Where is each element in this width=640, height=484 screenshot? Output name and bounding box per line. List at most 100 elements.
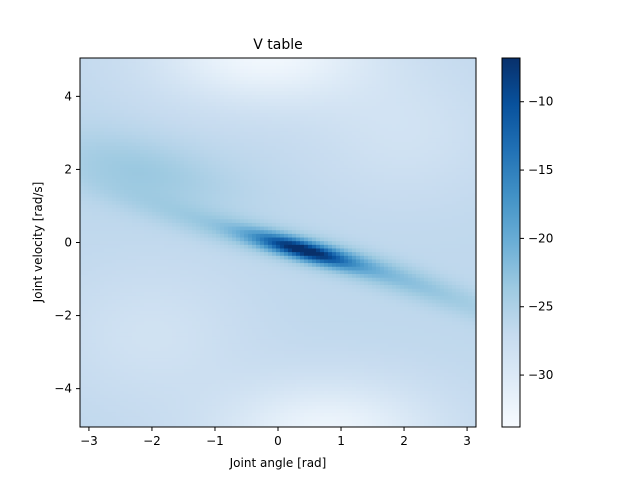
heatmap-cell: [236, 357, 241, 362]
heatmap-cell: [192, 353, 197, 359]
heatmap-cell: [112, 350, 117, 355]
heatmap-cell: [460, 328, 465, 333]
heatmap-cell: [136, 262, 141, 267]
heatmap-cell: [272, 368, 277, 373]
heatmap-cell: [396, 266, 401, 271]
heatmap-cell: [168, 295, 173, 300]
heatmap-cell: [156, 397, 161, 402]
heatmap-cell: [192, 247, 197, 253]
heatmap-cell: [436, 383, 441, 388]
heatmap-cell: [368, 350, 373, 355]
heatmap-cell: [156, 394, 161, 399]
heatmap-cell: [384, 379, 389, 384]
heatmap-cell: [104, 339, 109, 344]
heatmap-cell: [216, 368, 221, 373]
heatmap-cell: [448, 310, 453, 315]
heatmap-cell: [228, 299, 233, 304]
heatmap-cell: [408, 412, 413, 417]
heatmap-cell: [472, 412, 477, 417]
heatmap-cell: [228, 379, 233, 384]
heatmap-cell: [124, 269, 129, 275]
heatmap-cell: [224, 383, 229, 388]
heatmap-cell: [136, 288, 141, 293]
heatmap-cell: [100, 339, 105, 344]
heatmap-cell: [128, 368, 133, 373]
heatmap-cell: [80, 240, 85, 245]
heatmap-cell: [228, 302, 233, 307]
heatmap-cell: [468, 342, 473, 348]
heatmap-cell: [272, 284, 277, 289]
heatmap-cell: [424, 306, 429, 311]
heatmap-cell: [260, 342, 265, 348]
heatmap-cell: [412, 266, 417, 271]
heatmap-cell: [132, 302, 137, 307]
heatmap-cell: [360, 255, 365, 260]
heatmap-cell: [296, 419, 301, 424]
heatmap-cell: [292, 273, 297, 278]
heatmap-cell: [80, 291, 85, 296]
heatmap-cell: [328, 390, 333, 395]
heatmap-cell: [136, 258, 141, 264]
heatmap-cell: [328, 335, 333, 340]
heatmap-cell: [192, 394, 197, 399]
heatmap-cell: [432, 342, 437, 348]
heatmap-cell: [444, 379, 449, 384]
heatmap-cell: [196, 280, 201, 286]
heatmap-cell: [156, 280, 161, 286]
heatmap-cell: [372, 401, 377, 406]
heatmap-cell: [180, 335, 185, 340]
heatmap-cell: [200, 335, 205, 340]
heatmap-cell: [400, 321, 405, 326]
heatmap-cell: [220, 346, 225, 351]
heatmap-cell: [384, 321, 389, 326]
heatmap-cell: [104, 277, 109, 282]
heatmap-cell: [420, 291, 425, 296]
heatmap-cell: [176, 339, 181, 344]
heatmap-cell: [404, 408, 409, 413]
heatmap-cell: [140, 299, 145, 304]
heatmap-cell: [404, 302, 409, 307]
heatmap-cell: [196, 273, 201, 278]
heatmap-cell: [456, 416, 461, 421]
heatmap-cell: [248, 364, 253, 370]
heatmap-cell: [440, 419, 445, 424]
heatmap-cell: [256, 244, 261, 249]
heatmap-cell: [432, 335, 437, 340]
heatmap-cell: [468, 372, 473, 377]
heatmap-cell: [216, 379, 221, 384]
heatmap-cell: [96, 262, 101, 267]
heatmap-cell: [244, 332, 249, 337]
heatmap-cell: [264, 302, 269, 307]
heatmap-cell: [444, 284, 449, 289]
heatmap-cell: [280, 383, 285, 388]
heatmap-cell: [456, 302, 461, 307]
heatmap-cell: [196, 346, 201, 351]
heatmap-cell: [232, 383, 237, 388]
heatmap-cell: [112, 390, 117, 395]
heatmap-cell: [92, 288, 97, 293]
heatmap-cell: [364, 299, 369, 304]
heatmap-cell: [272, 317, 277, 322]
heatmap-cell: [336, 383, 341, 388]
heatmap-cell: [356, 317, 361, 322]
heatmap-cell: [120, 397, 125, 402]
heatmap-cell: [152, 342, 157, 348]
heatmap-cell: [380, 375, 385, 380]
heatmap-cell: [296, 317, 301, 322]
heatmap-cell: [444, 251, 449, 256]
heatmap-cell: [200, 295, 205, 300]
heatmap-cell: [264, 321, 269, 326]
heatmap-cell: [384, 386, 389, 391]
heatmap-cell: [276, 350, 281, 355]
heatmap-cell: [392, 313, 397, 318]
heatmap-cell: [412, 313, 417, 318]
heatmap-cell: [128, 302, 133, 307]
heatmap-cell: [340, 310, 345, 315]
heatmap-cell: [384, 335, 389, 340]
heatmap-cell: [228, 357, 233, 362]
heatmap-cell: [128, 397, 133, 402]
heatmap-cell: [384, 310, 389, 315]
heatmap-cell: [404, 397, 409, 402]
heatmap-cell: [380, 408, 385, 413]
heatmap-cell: [368, 317, 373, 322]
